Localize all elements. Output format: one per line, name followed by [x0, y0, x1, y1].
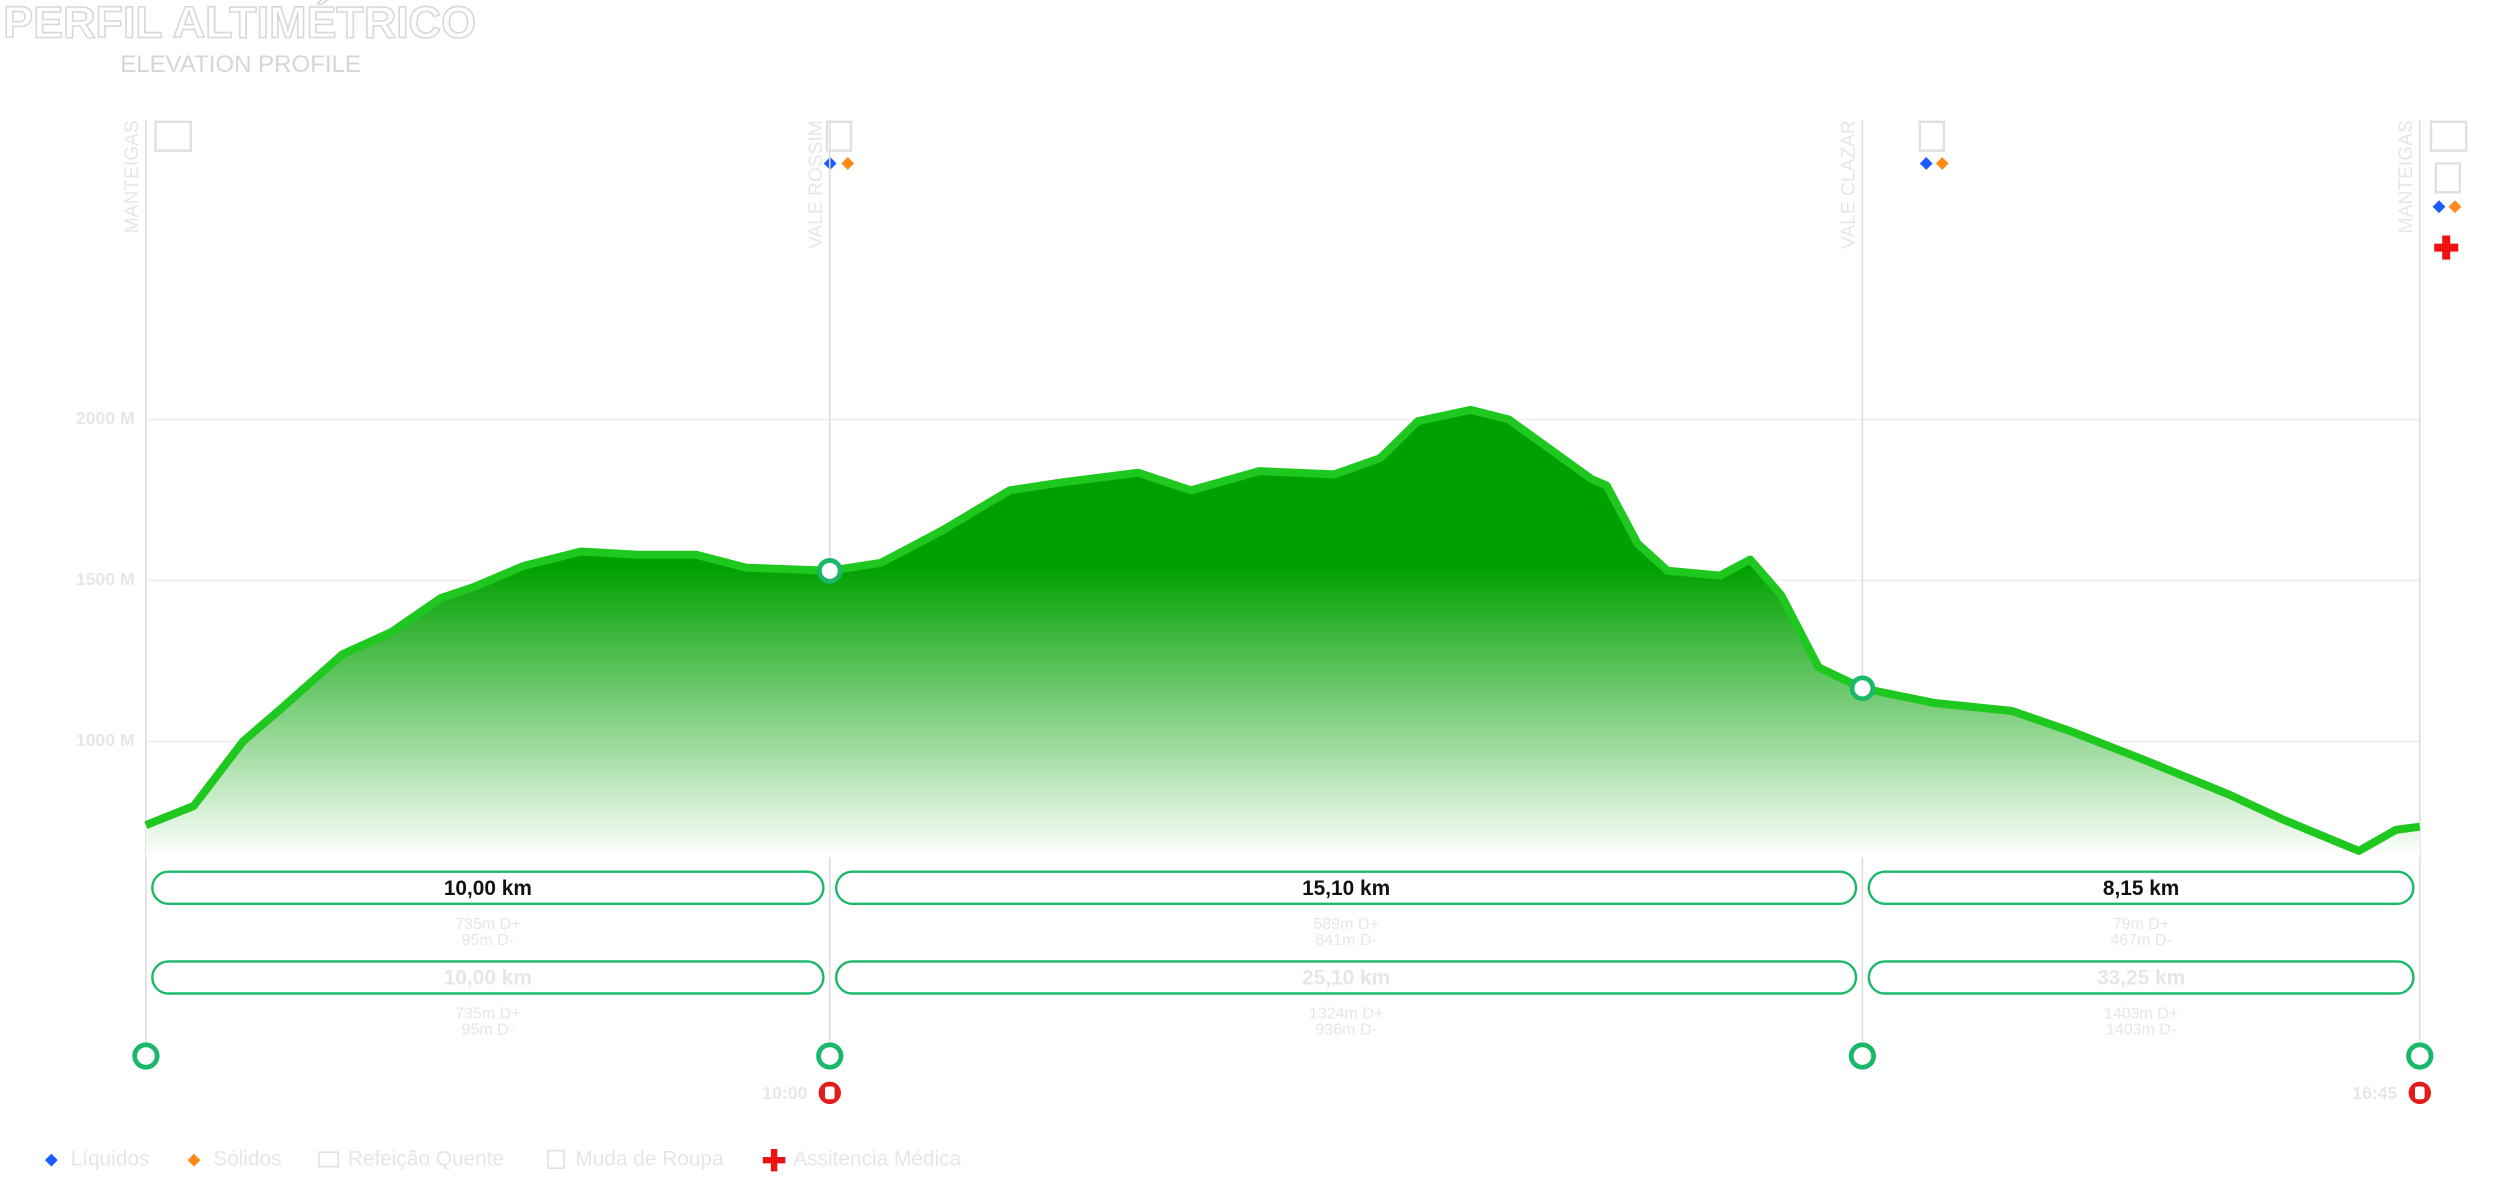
totals-loss: 95m D- [462, 1021, 515, 1039]
segments-distance: 10,00 km [444, 877, 532, 900]
station-dot [1848, 1042, 1877, 1070]
totals-gain: 1324m D+ [1309, 1005, 1383, 1023]
station-dot [2406, 1042, 2434, 1070]
station-dot [132, 1042, 160, 1070]
segments-distance: 8,15 km [2103, 877, 2179, 900]
segments-loss: 841m D- [1315, 931, 1376, 949]
icon [1919, 157, 1933, 170]
legend-icon [44, 1153, 58, 1167]
totals-distance: 10,00 km [444, 967, 532, 990]
legend-icon [762, 1148, 786, 1172]
icon [2434, 235, 2459, 260]
cutoff-icon-inner [2414, 1086, 2425, 1100]
icon [1935, 157, 1949, 170]
segments-loss: 467m D- [2110, 931, 2171, 949]
legend-icon [318, 1151, 340, 1168]
chart-title: PERFIL ALTIMÉTRICO [3, 0, 476, 47]
cutoff-time: 16:45 [2352, 1083, 2397, 1103]
totals-gain: 735m D+ [455, 1005, 520, 1023]
totals-pill [834, 960, 1858, 995]
cutoff-time: 10:00 [762, 1083, 807, 1103]
legend-label: Líquidos [71, 1148, 150, 1171]
y-tick-label: 1500 M [76, 569, 135, 589]
icon [2448, 200, 2462, 214]
totals-pill [151, 960, 825, 995]
icon [154, 120, 192, 152]
station-marker [816, 558, 843, 584]
icon [1918, 120, 1946, 152]
cutoff-icon-inner [824, 1086, 835, 1100]
icon [825, 120, 853, 152]
totals-gain: 1403m D+ [2104, 1005, 2178, 1023]
station-name: MANTEIGAS [2396, 120, 2417, 233]
totals-loss: 936m D- [1315, 1021, 1376, 1039]
legend-label: Assitencia Médica [793, 1148, 961, 1171]
supply-icons [154, 120, 2468, 260]
icon [2434, 162, 2462, 194]
icon [2432, 200, 2446, 214]
station-dot [816, 1042, 844, 1070]
legend-label: Refeição Quente [348, 1148, 504, 1171]
station-name: VALE CLAZAR [1839, 120, 1860, 249]
elevation-line [144, 405, 2421, 855]
segments-gain: 589m D+ [1313, 915, 1378, 933]
segments-pill [151, 870, 825, 905]
legend-label: Sólidos [213, 1148, 281, 1171]
segments-gain: 79m D+ [2113, 915, 2170, 933]
segments-pill [1867, 870, 2415, 905]
icon [841, 157, 855, 170]
y-tick-label: 1000 M [76, 730, 135, 750]
legend-label: Muda de Roupa [575, 1148, 724, 1171]
totals-distance: 25,10 km [1302, 967, 1390, 990]
segments-pill [834, 870, 1858, 905]
elevation-area [145, 409, 2420, 858]
station-name: VALE ROSSIM [806, 120, 827, 249]
segments-distance: 15,10 km [1302, 877, 1390, 900]
segments-loss: 95m D- [462, 931, 515, 949]
y-tick-label: 2000 M [76, 408, 135, 428]
chart-subtitle: ELEVATION PROFILE [120, 51, 361, 78]
segments-gain: 735m D+ [455, 915, 520, 933]
totals-loss: 1403m D- [2106, 1021, 2176, 1039]
totals-pill [1867, 960, 2415, 995]
totals-distance: 33,25 km [2097, 967, 2185, 990]
station-name: MANTEIGAS [122, 120, 143, 233]
icon [2429, 120, 2468, 152]
station-marker [1849, 675, 1876, 702]
legend-icon [547, 1149, 565, 1169]
legend-icon [187, 1153, 201, 1167]
